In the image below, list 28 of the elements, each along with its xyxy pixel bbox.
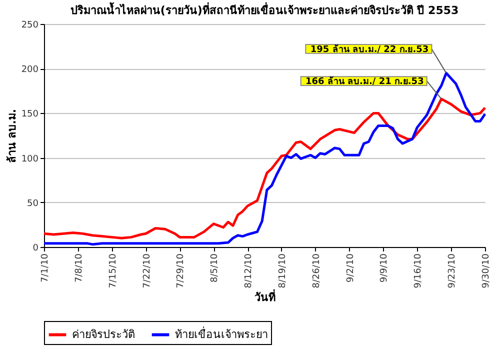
line-series: [42, 98, 486, 240]
annotation: 166 ล้าน ลบ.ม./ 21 ก.ย.53: [306, 76, 424, 88]
y-tick-label: 200: [21, 65, 39, 76]
x-tick-label: 8/5/10: [210, 253, 220, 282]
legend-label: ค่ายจิรประวัติ: [72, 328, 135, 341]
x-tick-label: 7/15/10: [108, 253, 118, 288]
y-tick-label: 150: [21, 110, 39, 120]
y-axis-title: ล้าน ลบ.ม.: [5, 108, 18, 164]
y-tick-label: 250: [21, 20, 39, 30]
y-tick-label: 0: [32, 244, 39, 254]
x-tick-label: 9/9/10: [380, 253, 390, 282]
y-tick-label: 50: [27, 198, 39, 209]
legend-label: ท้ายเขื่อนเจ้าพระยา: [175, 326, 268, 341]
x-tick-label: 7/22/10: [142, 253, 152, 288]
x-tick-label: 7/8/10: [74, 253, 84, 282]
x-tick-label: 9/16/10: [414, 253, 424, 288]
x-tick-label: 8/26/10: [312, 253, 322, 288]
annotation: 195 ล้าน ลบ.ม./ 22 ก.ย.53: [310, 44, 429, 55]
y-tick-label: 100: [21, 154, 39, 164]
x-tick-label: 8/12/10: [244, 253, 254, 288]
x-tick-label: 7/1/10: [40, 253, 50, 282]
x-tick-label: 8/19/10: [278, 253, 288, 288]
x-tick-label: 9/30/10: [482, 253, 492, 288]
x-tick-label: 7/29/10: [176, 253, 186, 288]
x-tick-label: 9/2/10: [346, 253, 356, 282]
chart-title: ปริมาณน้ำไหลผ่าน(รายวัน)ที่สถานีท้ายเขื่อนเจ้าพระยาและค่ายจิรประวัติ ปี 2553: [70, 2, 459, 17]
x-tick-label: 9/23/10: [448, 253, 458, 288]
x-axis-title: วันที่: [254, 289, 276, 304]
